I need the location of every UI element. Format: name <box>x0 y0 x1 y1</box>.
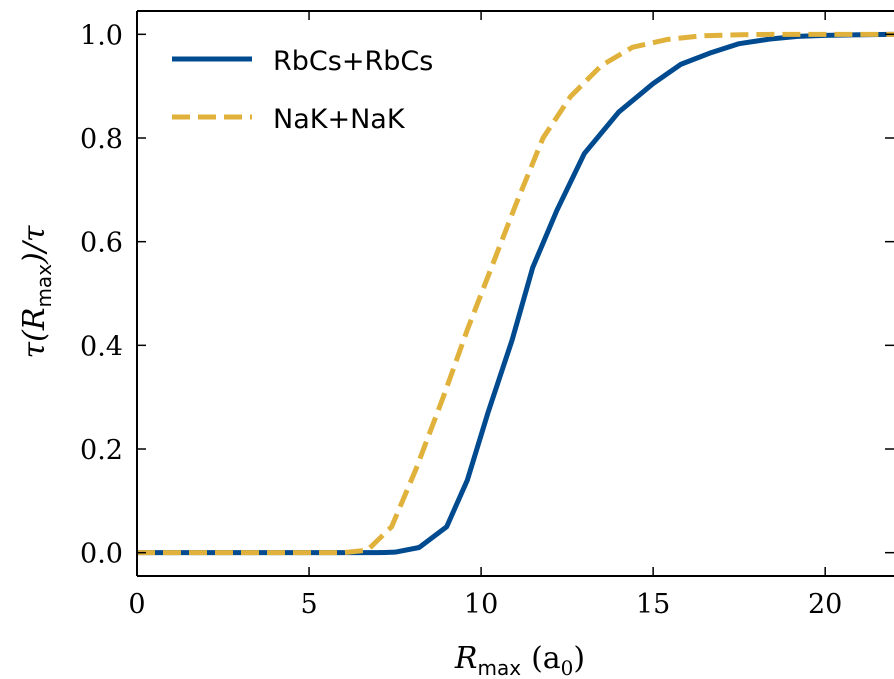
y-tick-label: 0.6 <box>80 228 123 259</box>
x-axis-label-sub: max <box>477 656 521 679</box>
y-tick-label: 1.0 <box>80 20 123 51</box>
x-axis-label: Rmax (a0) <box>454 641 585 679</box>
series-layer <box>137 31 894 556</box>
y-axis-label: τ(Rmax)/τ <box>17 225 56 358</box>
y-tick-label: 0.8 <box>80 124 123 155</box>
x-axis-label-close: ) <box>573 641 585 676</box>
x-tick-label: 5 <box>300 589 317 620</box>
legend: RbCs+RbCs NaK+NaK <box>172 46 433 135</box>
ticks-layer <box>136 11 894 576</box>
y-axis-label-post: )/τ <box>17 225 52 265</box>
legend-label-nak: NaK+NaK <box>273 104 406 135</box>
x-axis-label-sub2: 0 <box>561 656 574 679</box>
x-tick-label: 0 <box>128 589 145 620</box>
y-tick-label: 0.4 <box>80 331 123 362</box>
x-tick-label: 10 <box>464 589 498 620</box>
axes-frame <box>136 10 894 577</box>
x-tick-label: 20 <box>808 589 842 620</box>
x-axis-label-sym: R <box>454 641 478 676</box>
x-tick-label: 15 <box>636 589 670 620</box>
y-tick-label: 0.0 <box>80 539 123 570</box>
x-axis-label-rest: (a <box>531 641 561 676</box>
y-axis-label-pre: τ(R <box>17 308 52 359</box>
tick-labels: 0 5 10 15 20 0.0 0.2 0.4 0.6 0.8 1.0 <box>80 20 842 620</box>
y-tick-label: 0.2 <box>80 435 123 466</box>
legend-label-rbcs: RbCs+RbCs <box>273 46 433 77</box>
series-line-rbcs <box>137 31 894 556</box>
plot-area <box>136 10 894 577</box>
y-axis-label-sub: max <box>32 264 56 308</box>
series-line-nak <box>137 31 894 556</box>
